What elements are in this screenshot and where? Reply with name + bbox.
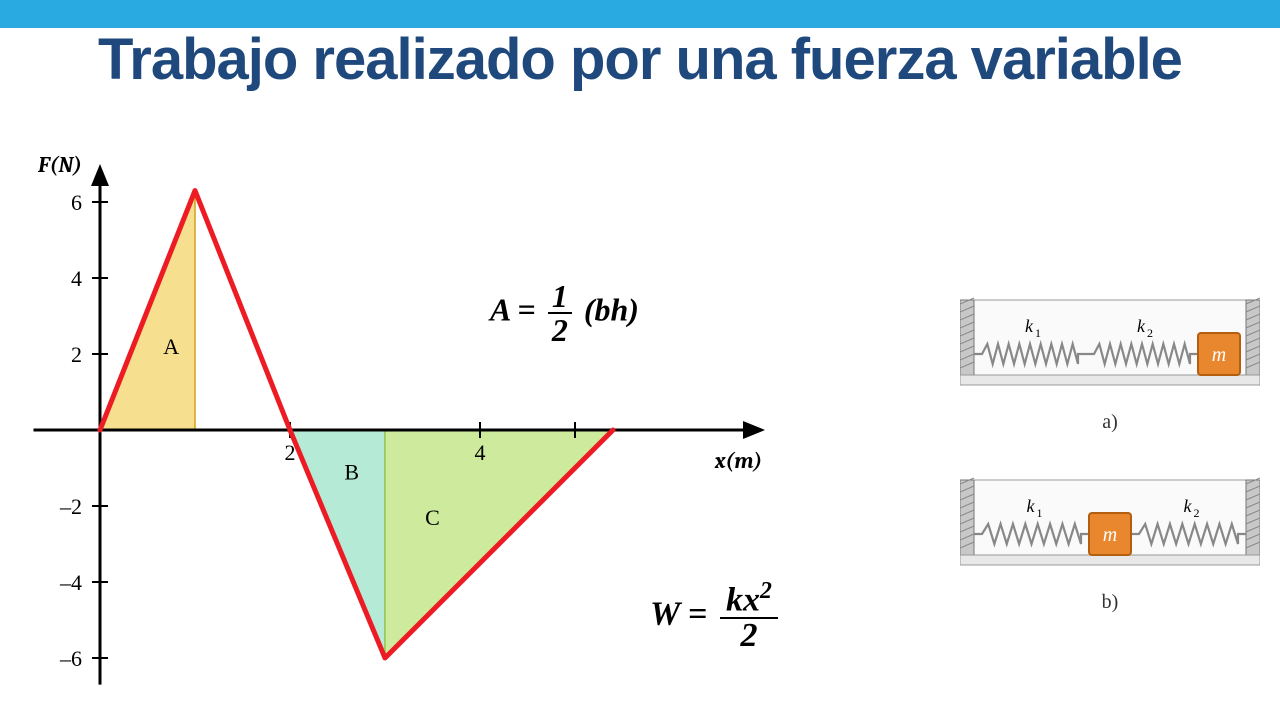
work-lhs: W	[650, 595, 680, 632]
svg-text:–2: –2	[59, 494, 82, 519]
svg-text:k: k	[1184, 496, 1193, 516]
svg-text:x(m): x(m)	[714, 448, 762, 474]
page-title: Trabajo realizado por una fuerza variabl…	[0, 30, 1280, 91]
spring-a-label: a)	[960, 411, 1260, 434]
svg-text:2: 2	[1147, 326, 1153, 340]
spring-b-label: b)	[960, 591, 1260, 614]
area-lhs: A	[490, 291, 510, 327]
svg-text:2: 2	[1194, 506, 1200, 520]
svg-text:m: m	[1103, 524, 1117, 546]
work-formula: W = kx2 2	[650, 580, 782, 653]
svg-text:4: 4	[475, 440, 486, 465]
spring-diagram-a: mk1k2 a)	[960, 280, 1260, 410]
svg-text:B: B	[344, 459, 359, 484]
svg-text:A: A	[163, 334, 179, 359]
svg-text:k: k	[1025, 316, 1034, 336]
svg-text:2: 2	[71, 342, 82, 367]
spring-diagrams: mk1k2 a) mk1k2 b)	[960, 280, 1260, 640]
area-numerator: 1	[548, 280, 572, 314]
work-numerator: kx	[726, 581, 760, 618]
work-exponent: 2	[760, 578, 772, 604]
svg-text:–6: –6	[59, 646, 82, 671]
svg-text:C: C	[425, 505, 440, 530]
svg-text:–4: –4	[59, 570, 82, 595]
svg-text:6: 6	[71, 190, 82, 215]
area-formula: A = 1 2 (bh)	[490, 280, 639, 346]
svg-text:m: m	[1212, 344, 1226, 366]
area-denominator: 2	[548, 314, 572, 346]
svg-text:1: 1	[1037, 506, 1043, 520]
svg-text:4: 4	[71, 266, 82, 291]
svg-text:k: k	[1027, 496, 1036, 516]
area-factor: (bh)	[584, 291, 639, 327]
svg-text:1: 1	[1035, 326, 1041, 340]
spring-diagram-b: mk1k2 b)	[960, 460, 1260, 590]
work-denominator: 2	[720, 619, 778, 653]
top-accent-bar	[0, 0, 1280, 28]
svg-text:k: k	[1137, 316, 1146, 336]
svg-text:F(N): F(N)	[37, 152, 82, 178]
